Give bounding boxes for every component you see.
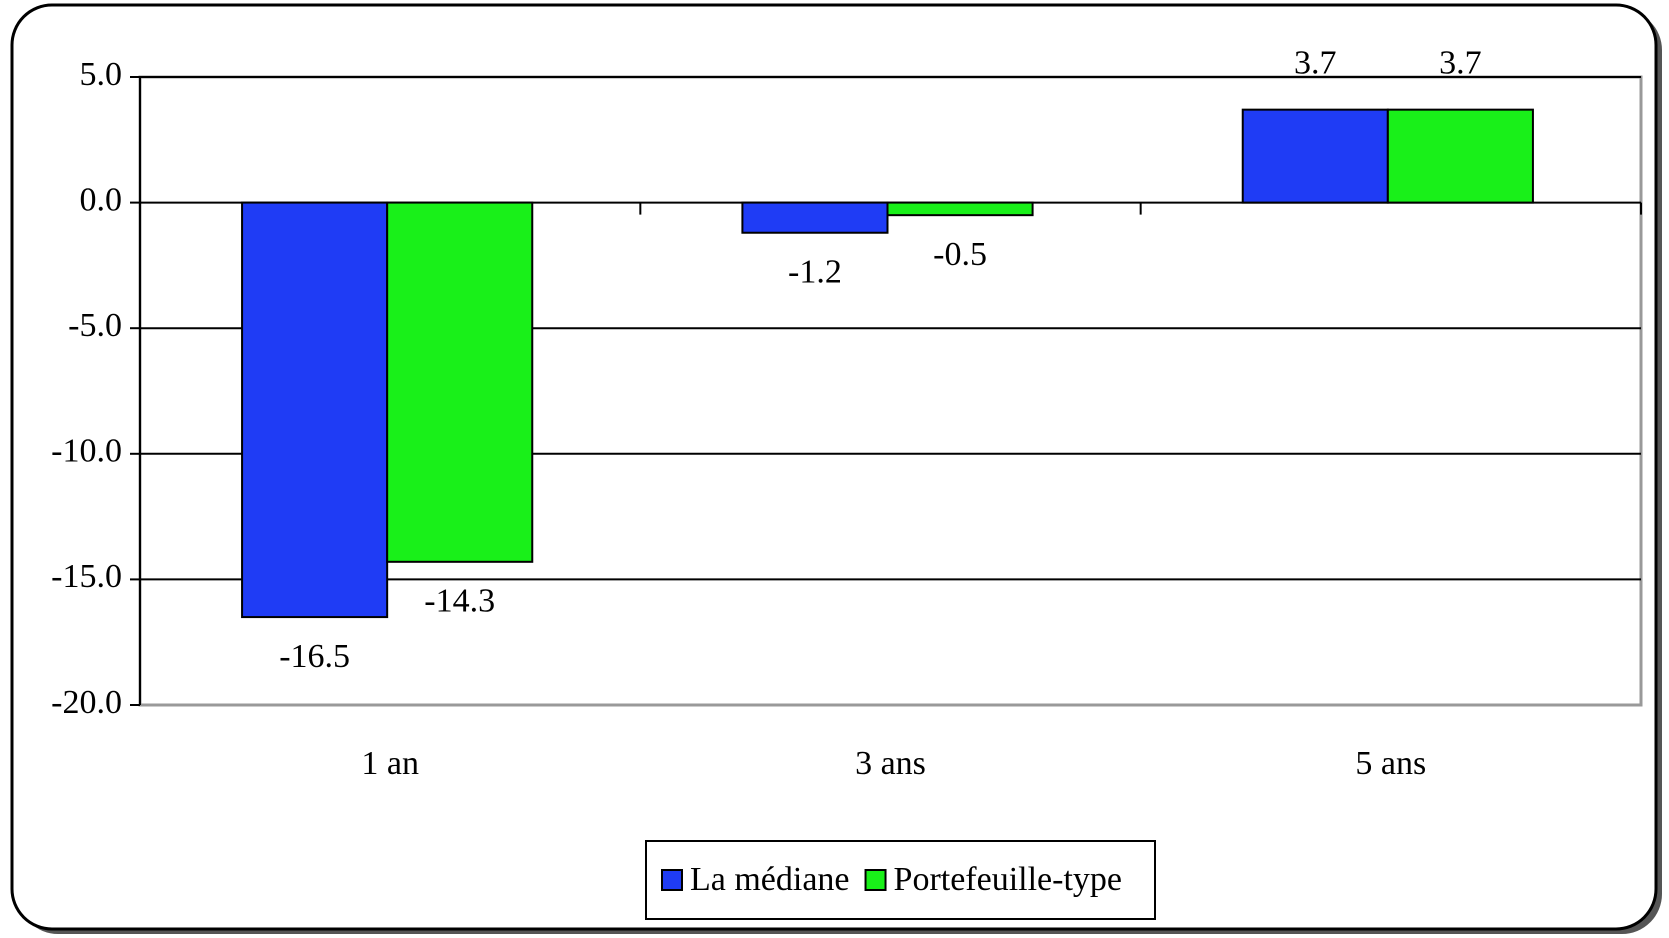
legend-label: La médiane [690, 861, 850, 898]
data-label: -0.5 [933, 236, 987, 273]
y-tick-label: -15.0 [51, 558, 122, 595]
bar [886, 201, 1034, 217]
data-label: 3.7 [1439, 44, 1482, 81]
data-label: -1.2 [788, 254, 842, 291]
bar [1386, 108, 1534, 204]
data-label: -16.5 [279, 638, 350, 675]
bar [1241, 108, 1389, 204]
y-tick-label: 5.0 [80, 56, 123, 93]
x-tick-label: 5 ans [1355, 745, 1426, 782]
legend-swatch [661, 869, 683, 891]
x-tick-label: 1 an [361, 745, 419, 782]
bar [741, 201, 889, 234]
legend-swatch [864, 869, 887, 891]
y-tick-label: 0.0 [80, 181, 123, 218]
x-tick-label: 3 ans [855, 745, 926, 782]
y-tick-label: -10.0 [51, 433, 122, 470]
y-tick-label: -5.0 [68, 307, 122, 344]
y-tick-label: -20.0 [51, 684, 122, 721]
data-label: -14.3 [424, 583, 495, 620]
legend [645, 840, 1156, 920]
data-label: 3.7 [1294, 44, 1337, 81]
legend-label: Portefeuille-type [894, 861, 1122, 898]
bar [386, 201, 534, 563]
bar [241, 201, 389, 619]
